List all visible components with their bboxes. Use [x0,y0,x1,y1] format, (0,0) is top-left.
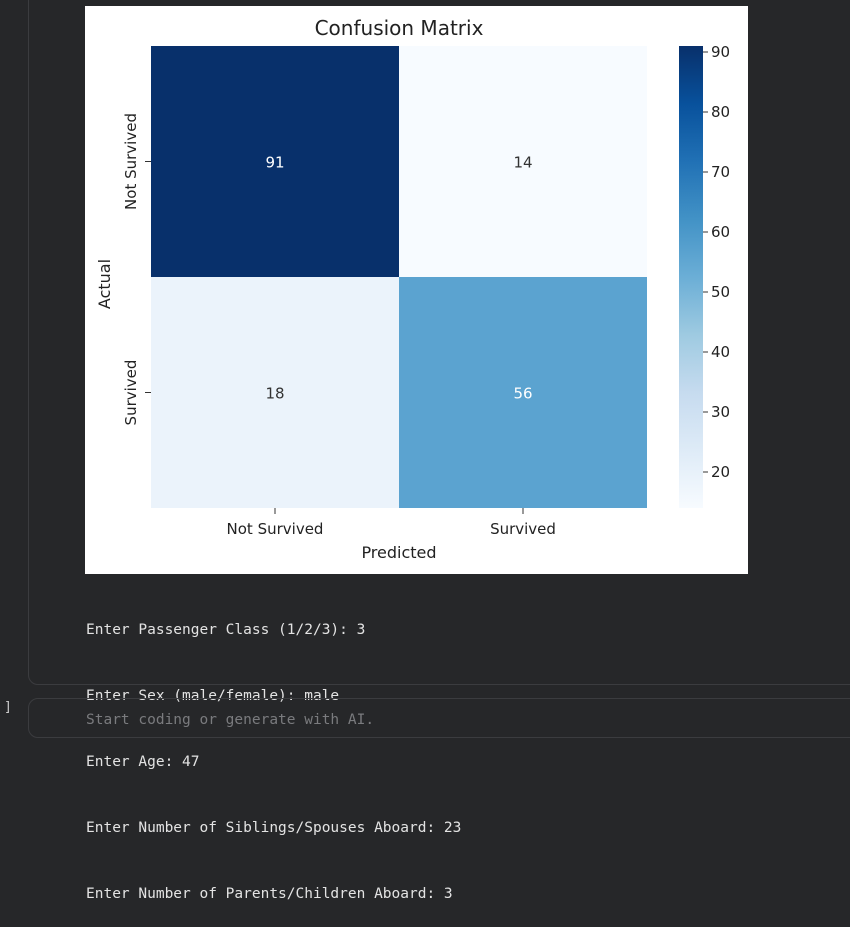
heatmap-cell [151,277,399,508]
next-cell-placeholder[interactable]: Start coding or generate with AI. [86,712,375,728]
colorbar-tick-label: 40 [711,343,730,361]
confusion-matrix-svg: Confusion Matrix 91 14 18 56 Not Survived Su… [95,16,730,562]
heatmap-cell [399,46,647,277]
x-tick-label: Not Survived [227,520,324,538]
heatmap-cell [399,277,647,508]
chart-title: Confusion Matrix [315,16,484,40]
colorbar-tick-label: 70 [711,163,730,181]
stdout-line: Enter Number of Siblings/Spouses Aboard:… [86,820,462,836]
colorbar-tick-label: 50 [711,283,730,301]
stdout-line: Enter Sex (male/female): male [86,688,340,704]
colorbar-ticks: 20 30 40 50 60 70 80 90 [703,43,730,481]
x-axis-label: Predicted [361,543,436,562]
cell-value-label: 18 [265,385,284,403]
colorbar-tick-label: 60 [711,223,730,241]
colorbar-tick-label: 30 [711,403,730,421]
stdout-line: Enter Age: 47 [86,754,200,770]
y-tick-label: Survived [122,360,140,426]
colorbar-tick-label: 20 [711,463,730,481]
stdout-line: Enter Passenger Class (1/2/3): 3 [86,622,366,638]
x-axis-ticks: Not Survived Survived [227,508,556,538]
stdout-line: Enter Number of Parents/Children Aboard:… [86,886,453,902]
colorbar [679,46,703,508]
colorbar-tick-label: 90 [711,43,730,61]
x-tick-label: Survived [490,520,556,538]
heatmap-cells: 91 14 18 56 [151,46,647,508]
y-axis-ticks: Not Survived Survived [122,113,151,425]
y-tick-label: Not Survived [122,113,140,210]
confusion-matrix-plot: Confusion Matrix 91 14 18 56 Not Survived Su… [85,6,748,574]
cell-value-label: 91 [265,154,284,172]
cell-value-label: 14 [513,154,532,172]
heatmap-cell [151,46,399,277]
colorbar-tick-label: 80 [711,103,730,121]
code-cell-frame [28,0,850,685]
cell-output-text: Enter Passenger Class (1/2/3): 3 Enter S… [86,575,461,927]
cell-value-label: 56 [513,385,532,403]
y-axis-label: Actual [95,259,114,309]
execution-bracket: ] [4,700,12,715]
